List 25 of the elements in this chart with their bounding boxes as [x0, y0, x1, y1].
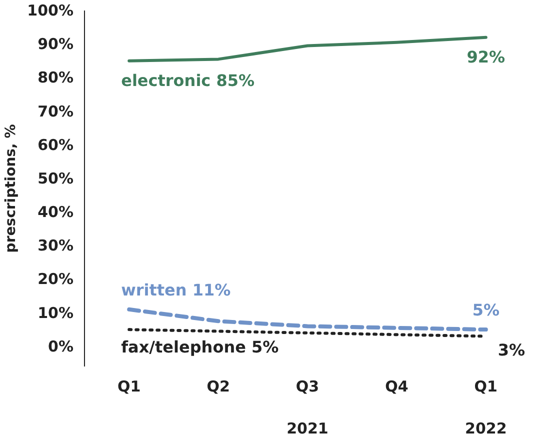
text: electronic 85% — [121, 70, 255, 90]
x-tick-label: Q1 — [118, 378, 141, 396]
y-tick-label: 90% — [38, 35, 74, 54]
text: 2022 — [465, 420, 507, 436]
text: 2021 — [286, 420, 328, 436]
y-tick-label: 70% — [38, 102, 74, 120]
text: written 11% — [121, 280, 231, 300]
x-tick-label: Q2 — [206, 378, 230, 396]
text: fax/telephone 5% — [121, 338, 279, 357]
data-label: 92% — [466, 47, 506, 66]
y-tick-label: 0% — [48, 337, 74, 356]
y-tick-label: 10% — [38, 304, 74, 322]
y-tick-label: 100% — [27, 2, 74, 20]
y-axis-title: prescriptions, % — [3, 124, 20, 253]
x-tick-label: Q1 — [474, 378, 498, 396]
data-label: 3% — [498, 340, 526, 360]
x-tick-label: Q4 — [385, 378, 408, 396]
y-tick-label: 80% — [38, 68, 74, 87]
y-tick-label: 30% — [38, 236, 74, 255]
data-label: 5% — [472, 300, 500, 320]
y-tick-label: 20% — [38, 270, 74, 288]
y-tick-label: 60% — [38, 136, 74, 154]
y-tick-label: 50% — [38, 169, 74, 188]
x-tick-label: Q3 — [296, 378, 320, 396]
y-tick-label: 40% — [38, 203, 74, 222]
